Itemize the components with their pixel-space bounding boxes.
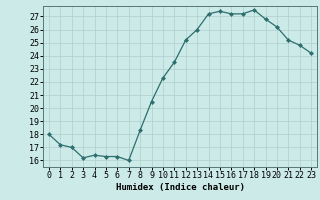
X-axis label: Humidex (Indice chaleur): Humidex (Indice chaleur): [116, 183, 244, 192]
